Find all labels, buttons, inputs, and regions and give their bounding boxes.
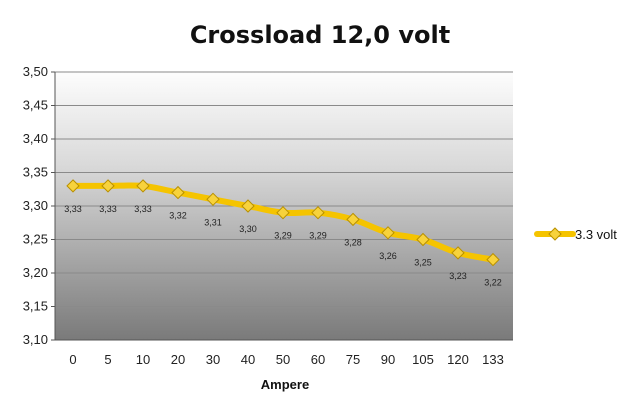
data-label: 3,33 <box>99 204 117 214</box>
data-label: 3,26 <box>379 251 397 261</box>
data-point <box>276 205 290 220</box>
y-tick-label: 3,20 <box>23 265 48 280</box>
x-tick-label: 10 <box>136 352 150 367</box>
data-label: 3,31 <box>204 217 222 227</box>
data-label: 3,23 <box>449 271 467 281</box>
data-point <box>451 246 465 260</box>
x-tick-label: 30 <box>206 352 220 367</box>
data-label: 3,29 <box>274 231 292 241</box>
x-tick-label: 90 <box>381 352 395 367</box>
x-tick-label: 133 <box>482 352 504 367</box>
y-tick-label: 3,25 <box>23 232 48 247</box>
data-label: 3,28 <box>344 237 362 247</box>
y-tick-label: 3,50 <box>23 64 48 79</box>
data-point <box>241 199 255 213</box>
x-tick-label: 20 <box>171 352 185 367</box>
data-point <box>416 232 430 247</box>
data-label: 3,33 <box>134 204 152 214</box>
legend-label: 3.3 volt <box>575 227 617 242</box>
data-point <box>101 179 115 193</box>
x-tick-label: 5 <box>104 352 111 367</box>
x-axis-title: Ampere <box>261 377 309 392</box>
data-point <box>206 192 220 207</box>
y-tick-label: 3,35 <box>23 165 48 180</box>
x-tick-label: 40 <box>241 352 255 367</box>
data-point <box>136 179 150 193</box>
data-point <box>346 212 360 227</box>
x-tick-label: 50 <box>276 352 290 367</box>
data-label: 3,29 <box>309 231 327 241</box>
data-point <box>381 226 395 240</box>
y-tick-label: 3,10 <box>23 332 48 347</box>
legend-marker <box>548 227 562 241</box>
y-tick-label: 3,30 <box>23 198 48 213</box>
data-point <box>486 252 500 267</box>
data-point <box>311 205 325 220</box>
data-label: 3,22 <box>484 278 502 288</box>
x-tick-label: 105 <box>412 352 434 367</box>
legend: 3.3 volt <box>534 227 617 242</box>
data-label: 3,33 <box>64 204 82 214</box>
x-tick-label: 60 <box>311 352 325 367</box>
chart-title: Crossload 12,0 volt <box>190 21 450 49</box>
x-tick-label: 120 <box>447 352 469 367</box>
data-label: 3,32 <box>169 211 187 221</box>
data-label: 3,30 <box>239 224 257 234</box>
y-tick-label: 3,45 <box>23 98 48 113</box>
x-tick-label: 75 <box>346 352 360 367</box>
y-tick-label: 3,15 <box>23 299 48 314</box>
data-point <box>171 185 185 200</box>
x-tick-label: 0 <box>69 352 76 367</box>
data-point <box>66 179 80 193</box>
data-label: 3,25 <box>414 258 432 268</box>
y-tick-label: 3,40 <box>23 131 48 146</box>
